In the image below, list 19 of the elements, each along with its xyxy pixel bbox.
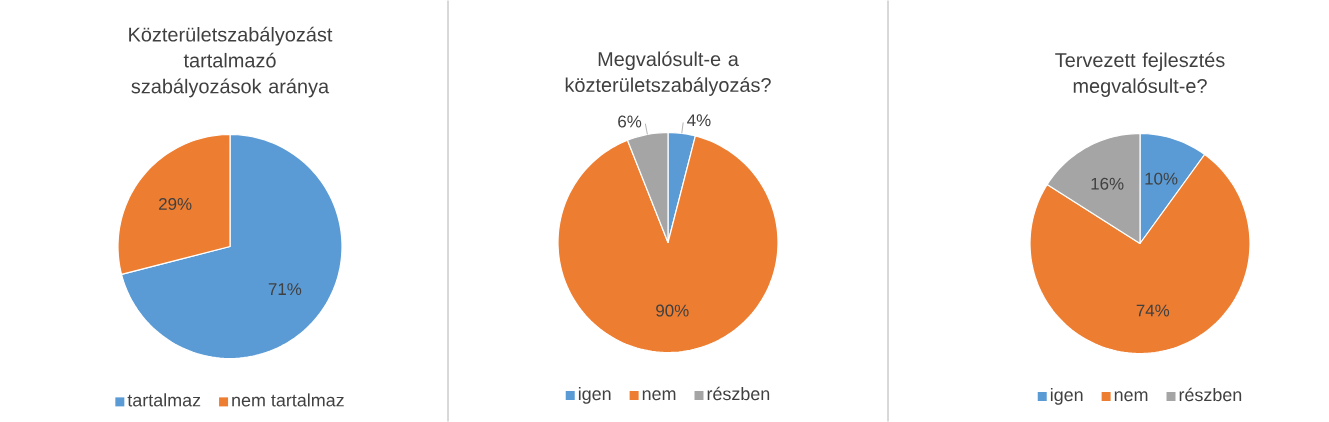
legend-label: igen xyxy=(1050,388,1083,405)
chart-title: Megvalósult-e a közterületszabályozás? xyxy=(565,51,771,96)
chart-title: Tervezett fejlesztés megvalósult-e? xyxy=(1055,52,1225,97)
data-label: 4% xyxy=(687,114,711,127)
data-label: 6% xyxy=(618,115,642,128)
legend-label: nem xyxy=(1114,391,1148,402)
legend-label: részben xyxy=(1179,387,1242,402)
data-label: 10% xyxy=(1145,172,1178,185)
legend-label: nem xyxy=(642,390,676,401)
data-label: 29% xyxy=(159,197,192,210)
legend-label: igen xyxy=(578,387,611,404)
data-label: 71% xyxy=(268,283,302,295)
legend-label: tartalmaz xyxy=(127,393,201,407)
data-label: 16% xyxy=(1091,177,1124,190)
data-label: 74% xyxy=(1136,304,1170,317)
data-label: 90% xyxy=(656,304,689,317)
chart-title: Közterületszabályozást tartalmazó szabályozások aránya xyxy=(129,26,333,98)
legend-label: nem tartalmaz xyxy=(232,393,344,407)
legend-label: részben xyxy=(707,386,770,401)
